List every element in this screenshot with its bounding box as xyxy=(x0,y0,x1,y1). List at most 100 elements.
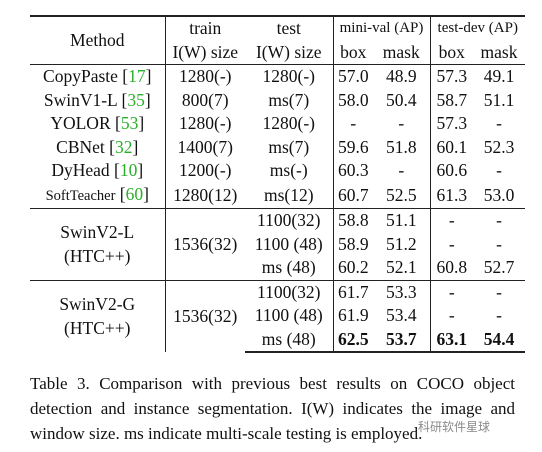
mini-val-box-cell: 60.2 xyxy=(337,257,369,277)
test-size-cell: ms(7) xyxy=(245,88,334,112)
method-name: DyHead xyxy=(51,160,110,180)
method-cell: CBNet [32] xyxy=(30,135,166,159)
citation-link[interactable]: 53 xyxy=(120,113,139,133)
mini-val-mask-cell: 53.7 xyxy=(373,327,431,353)
header-mini-val: mini-val (AP) xyxy=(333,15,431,41)
mini-val-box-cell: 60.7 xyxy=(337,184,369,205)
test-dev-box-cell: 61.3 xyxy=(436,184,468,205)
method-name: CBNet xyxy=(56,136,105,157)
citation-link[interactable]: 60 xyxy=(125,183,144,204)
method-name: YOLOR xyxy=(50,113,111,133)
method-cell: DyHead [10] xyxy=(30,159,166,183)
table-row: YOLOR [53] 1280(-) 1280(-) - -57.3- xyxy=(30,112,525,136)
header-test-iw-size: I(W) size xyxy=(245,40,334,65)
table-row: 1100 (48) 58.9 51.2- - xyxy=(30,232,525,256)
test-size-cell: 1100 (48) xyxy=(245,232,334,256)
test-size-cell: 1280(-) xyxy=(245,64,334,89)
watermark: 科研软件星球 xyxy=(418,420,491,434)
test-size-cell: 1100 (48) xyxy=(245,304,334,328)
header-mv-box: box xyxy=(340,41,367,62)
header-train-iw-size: I(W) size xyxy=(172,41,239,62)
mini-val-box-cell: 60.3 xyxy=(337,160,369,180)
method-name: SoftTeacher xyxy=(45,187,116,204)
mini-val-box-cell: 61.9 xyxy=(337,305,369,325)
group-method-variant: (HTC++) xyxy=(64,318,131,339)
citation-link[interactable]: 32 xyxy=(115,136,133,157)
citation-link[interactable]: 10 xyxy=(119,160,138,180)
group-train-size-cell: 1536(32) xyxy=(165,279,245,352)
test-dev-box-cell: 63.1 xyxy=(430,327,473,353)
train-size-cell: 800(7) xyxy=(181,89,229,110)
group-train-size-cell: 1536(32) xyxy=(165,208,245,280)
mini-val-mask-cell: 51.2 xyxy=(373,232,431,256)
mini-val-box-cell: 58.8 xyxy=(333,208,373,233)
table-row: SwinV1-L [35] 800(7) ms(7) 58.0 50.4 58.7 51.1 xyxy=(30,88,525,112)
group-method-name: SwinV2-G xyxy=(59,294,136,315)
mini-val-box-cell: 61.7 xyxy=(333,279,373,304)
mini-val-box-cell: 57.0 xyxy=(333,64,373,89)
test-dev-mask-cell: - xyxy=(496,160,502,180)
test-dev-box-cell: 60.6 xyxy=(436,160,468,180)
table-row: ms (48) 62.5 53.7 63.1 54.4 xyxy=(30,327,525,353)
mini-val-mask-cell: 48.9 xyxy=(373,64,431,89)
table-row: SoftTeacher [60] 1280(12) ms(12) 60.7 52.5 61… xyxy=(30,182,525,209)
table-row: CopyPaste [17] 1280(-) 1280(-) 57.0 48.9 57.3… xyxy=(30,64,525,89)
method-cell: SwinV1-L [35] xyxy=(30,88,166,112)
table-caption: Table 3. Comparison with previous best r… xyxy=(30,374,515,443)
mini-val-box-cell: - xyxy=(350,113,357,133)
test-dev-mask-cell: 52.3 xyxy=(483,136,515,157)
test-dev-box-cell: 57.3 xyxy=(430,64,473,89)
method-cell: CopyPaste [17] xyxy=(30,64,166,89)
test-size-cell: ms (48) xyxy=(245,256,334,280)
test-dev-mask-cell: 52.7 xyxy=(483,257,515,277)
test-dev-mask-cell: - xyxy=(496,305,502,325)
test-dev-mask-cell: - xyxy=(473,279,525,304)
test-dev-box-cell: 58.7 xyxy=(436,89,468,110)
test-size-cell: 1100(32) xyxy=(245,208,334,233)
group-method-variant: (HTC++) xyxy=(64,246,131,267)
header-td-box: box xyxy=(438,41,465,62)
table-row: SwinV2-L (HTC++) 1536(32) 1100(32) 58.8 51.1 -… xyxy=(30,208,525,280)
results-table: Method train test mini-val (AP) test-dev… xyxy=(30,15,525,353)
mini-val-box-cell: 59.6 xyxy=(337,136,369,157)
test-dev-mask-cell: - xyxy=(496,113,502,133)
test-dev-box-cell: 57.3 xyxy=(436,113,468,133)
test-size-cell: ms(7) xyxy=(245,135,334,159)
test-dev-mask-cell: 53.0 xyxy=(483,184,515,205)
test-dev-box-cell: - xyxy=(448,305,455,325)
mini-val-mask-cell: 52.5 xyxy=(373,182,431,209)
citation-link[interactable]: 17 xyxy=(128,66,146,86)
header-td-mask: mask xyxy=(480,41,518,62)
method-cell: SoftTeacher [60] xyxy=(30,182,166,209)
train-size-cell: 1280(-) xyxy=(165,64,245,89)
test-dev-mask-cell: 54.4 xyxy=(473,327,525,353)
mini-val-box-cell: 62.5 xyxy=(333,327,373,353)
previous-methods: CopyPaste [17] 1280(-) 1280(-) 57.0 48.9 57.3… xyxy=(30,64,525,209)
test-dev-mask-cell: 51.1 xyxy=(483,89,515,110)
table-row: SwinV2-G (HTC++) 1536(32) 1100(32) 61.7 53.3-… xyxy=(30,279,525,352)
citation-link[interactable]: 35 xyxy=(127,89,145,110)
mini-val-box-cell: 58.0 xyxy=(337,89,369,110)
mini-val-mask-cell: - xyxy=(373,112,431,136)
mini-val-box-cell: 58.9 xyxy=(337,233,369,254)
test-size-cell: ms (48) xyxy=(245,327,334,353)
swinv2-results: SwinV2-L (HTC++) 1536(32) 1100(32) 58.8 51.1-… xyxy=(30,208,525,353)
mini-val-mask-cell: 51.1 xyxy=(373,208,431,233)
group-method-cell: SwinV2-L (HTC++) xyxy=(30,208,166,280)
table-row: DyHead [10] 1200(-) ms(-) 60.3-60.6- xyxy=(30,159,525,183)
method-name: SwinV1-L xyxy=(43,89,118,110)
test-dev-mask-cell: 49.1 xyxy=(473,64,525,89)
header-method: Method xyxy=(30,15,166,65)
train-size-cell: 1280(12) xyxy=(173,184,238,205)
table-row: ms (48) 60.2 52.1 60.8 52.7 xyxy=(30,256,525,280)
train-size-cell: 1400(7) xyxy=(177,136,233,157)
table-row: CBNet [32] 1400(7) ms(7) 59.6 51.8 60.1 52.3 xyxy=(30,135,525,159)
method-cell: YOLOR [53] xyxy=(30,112,166,136)
mini-val-mask-cell: - xyxy=(373,159,431,183)
group-method-cell: SwinV2-G (HTC++) xyxy=(30,279,166,352)
test-dev-mask-cell: - xyxy=(473,208,525,233)
test-dev-box-cell: - xyxy=(430,279,473,304)
header-train: train xyxy=(165,15,245,41)
mini-val-mask-cell: 53.3 xyxy=(373,279,431,304)
test-dev-box-cell: 60.8 xyxy=(436,257,468,277)
